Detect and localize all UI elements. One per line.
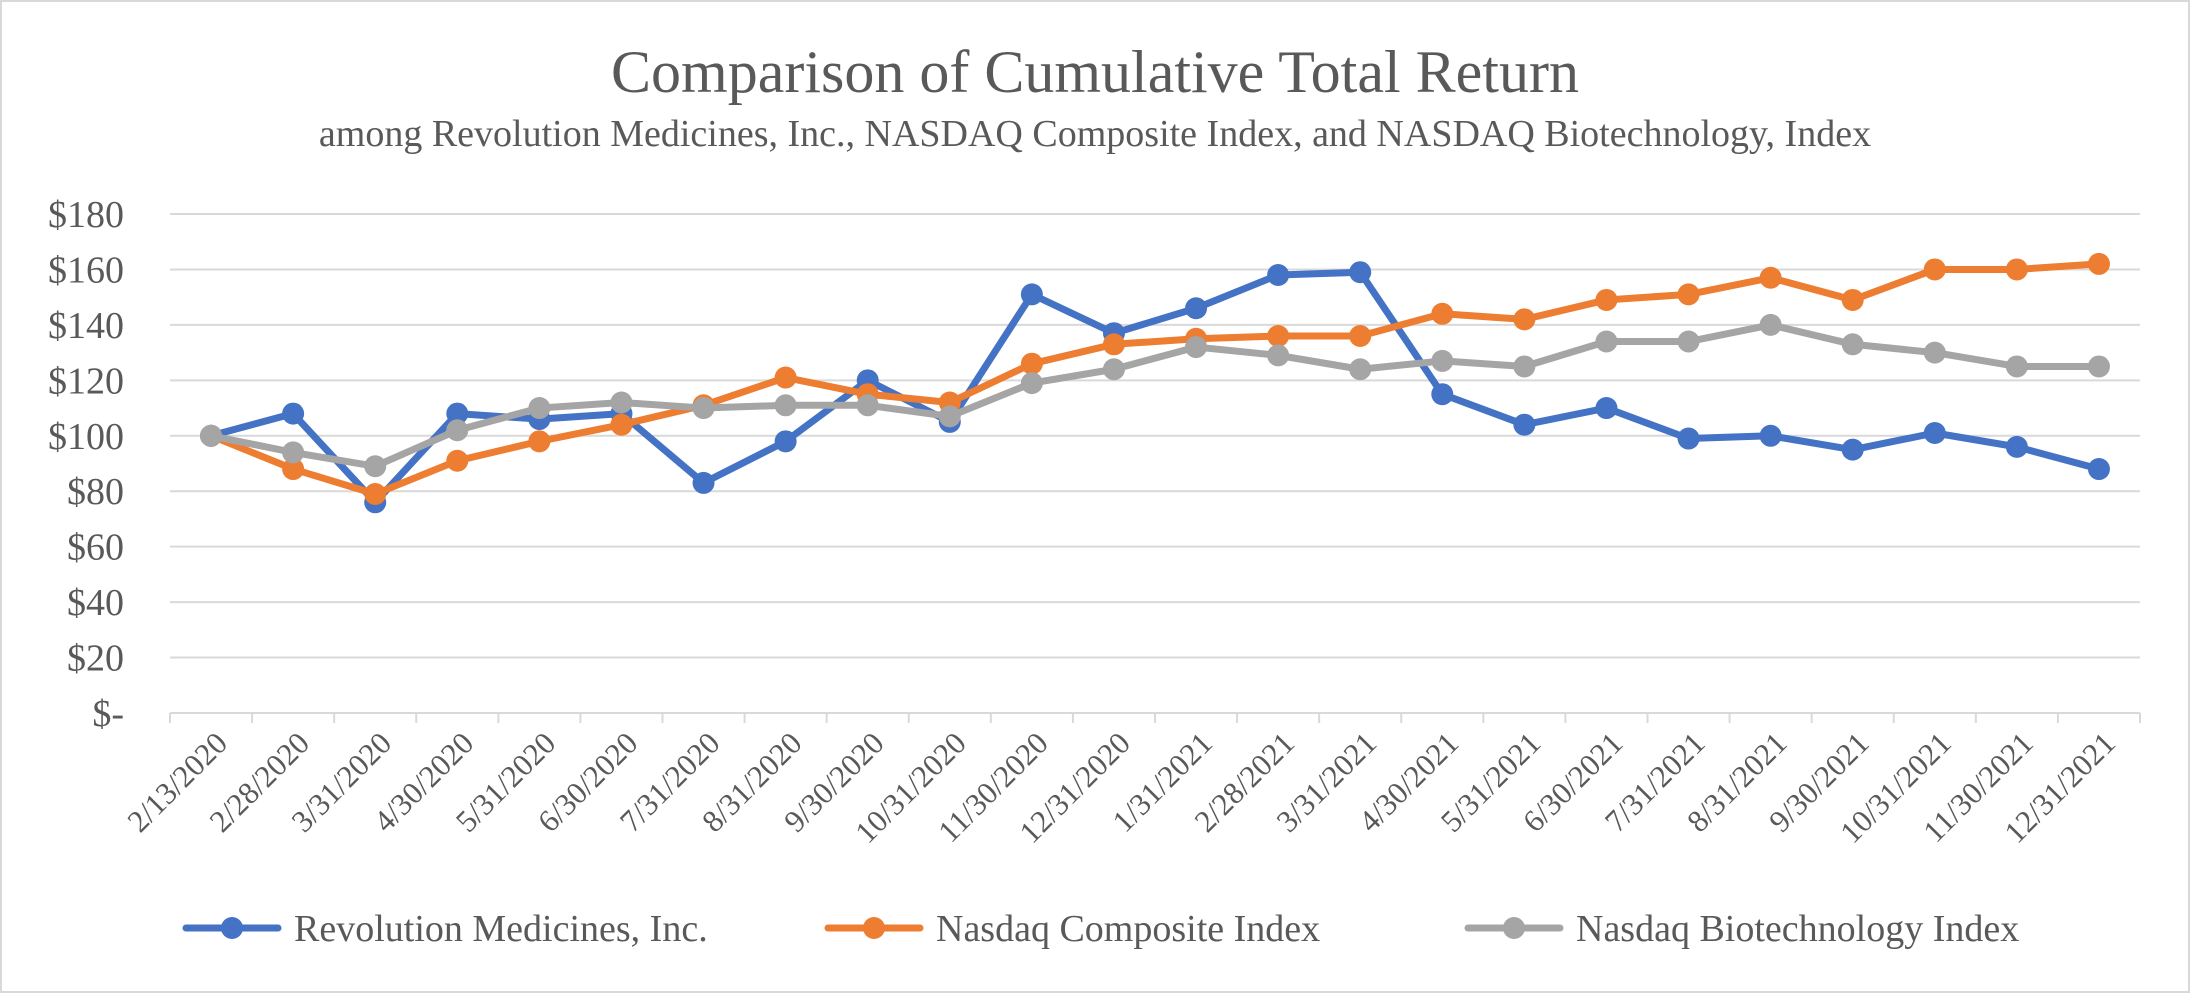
data-point xyxy=(1595,288,1618,311)
y-tick-label: $40 xyxy=(67,582,124,624)
data-point xyxy=(1349,261,1372,284)
data-point xyxy=(446,449,469,472)
data-point xyxy=(1513,413,1536,436)
legend-label: Nasdaq Biotechnology Index xyxy=(1576,908,2019,950)
data-point xyxy=(528,430,551,453)
data-point xyxy=(1759,313,1782,336)
y-tick-label: $160 xyxy=(48,249,124,291)
data-point xyxy=(1923,422,1946,445)
data-point xyxy=(1595,330,1618,353)
data-point xyxy=(1841,333,1864,356)
data-point xyxy=(1841,438,1864,461)
data-point xyxy=(1102,333,1125,356)
series-line xyxy=(207,321,2103,470)
series-2 xyxy=(200,252,2110,505)
data-point xyxy=(774,430,797,453)
data-point xyxy=(2087,458,2110,481)
data-point xyxy=(1349,324,1372,347)
data-point xyxy=(2005,435,2028,458)
series xyxy=(200,252,2110,514)
data-point xyxy=(1595,397,1618,420)
data-point xyxy=(1841,288,1864,311)
series-3 xyxy=(200,313,2110,478)
data-point xyxy=(1267,263,1290,286)
legend-label: Revolution Medicines, Inc. xyxy=(294,908,708,950)
data-point xyxy=(1759,266,1782,289)
gridlines xyxy=(170,213,2140,659)
data-point xyxy=(200,424,223,447)
legend-marker xyxy=(221,917,243,939)
data-point xyxy=(1513,355,1536,378)
data-point xyxy=(1431,349,1454,372)
data-point xyxy=(1020,352,1043,375)
data-point xyxy=(1431,302,1454,325)
data-point xyxy=(1349,358,1372,381)
y-tick-label: $- xyxy=(92,693,124,735)
chart-title: Comparison of Cumulative Total Return xyxy=(611,39,1579,105)
y-tick-label: $60 xyxy=(67,527,124,569)
data-point xyxy=(2005,355,2028,378)
data-point xyxy=(774,394,797,417)
data-point xyxy=(446,419,469,442)
data-point xyxy=(446,402,469,425)
data-point xyxy=(1020,372,1043,395)
data-point xyxy=(856,394,879,417)
data-point xyxy=(1431,383,1454,406)
data-point xyxy=(692,471,715,494)
data-point xyxy=(1513,308,1536,331)
data-point xyxy=(1677,427,1700,450)
legend-item: Revolution Medicines, Inc. xyxy=(182,908,708,950)
data-point xyxy=(1020,283,1043,306)
data-point xyxy=(1185,336,1208,359)
y-tick-label: $80 xyxy=(67,471,124,513)
data-point xyxy=(1923,258,1946,281)
data-point xyxy=(1267,344,1290,367)
data-point xyxy=(692,397,715,420)
series-1 xyxy=(200,261,2110,514)
legend-label: Nasdaq Composite Index xyxy=(936,908,1320,950)
data-point xyxy=(610,391,633,414)
data-point xyxy=(282,441,305,464)
y-tick-label: $20 xyxy=(67,638,124,680)
data-point xyxy=(1923,341,1946,364)
y-tick-label: $140 xyxy=(48,305,124,347)
data-point xyxy=(1185,297,1208,320)
data-point xyxy=(364,482,387,505)
y-tick-label: $120 xyxy=(48,360,124,402)
y-tick-label: $100 xyxy=(48,416,124,458)
data-point xyxy=(282,458,305,481)
legend-marker xyxy=(1503,917,1525,939)
y-tick-label: $180 xyxy=(48,194,124,236)
data-point xyxy=(610,413,633,436)
series-line xyxy=(207,268,2103,506)
data-point xyxy=(2087,252,2110,275)
legend-item: Nasdaq Composite Index xyxy=(824,908,1320,950)
data-point xyxy=(282,402,305,425)
data-point xyxy=(528,397,551,420)
data-point xyxy=(1102,358,1125,381)
data-point xyxy=(1677,283,1700,306)
legend-marker xyxy=(863,917,885,939)
series-line xyxy=(207,260,2103,498)
data-point xyxy=(1267,324,1290,347)
legend-item: Nasdaq Biotechnology Index xyxy=(1464,908,2019,950)
data-point xyxy=(774,366,797,389)
data-point xyxy=(1759,424,1782,447)
data-point xyxy=(2087,355,2110,378)
data-point xyxy=(364,455,387,478)
data-point xyxy=(2005,258,2028,281)
data-point xyxy=(938,405,961,428)
data-point xyxy=(1677,330,1700,353)
chart-subtitle: among Revolution Medicines, Inc., NASDAQ… xyxy=(319,113,1871,155)
legend: Revolution Medicines, Inc. Nasdaq Composi… xyxy=(182,908,2019,950)
